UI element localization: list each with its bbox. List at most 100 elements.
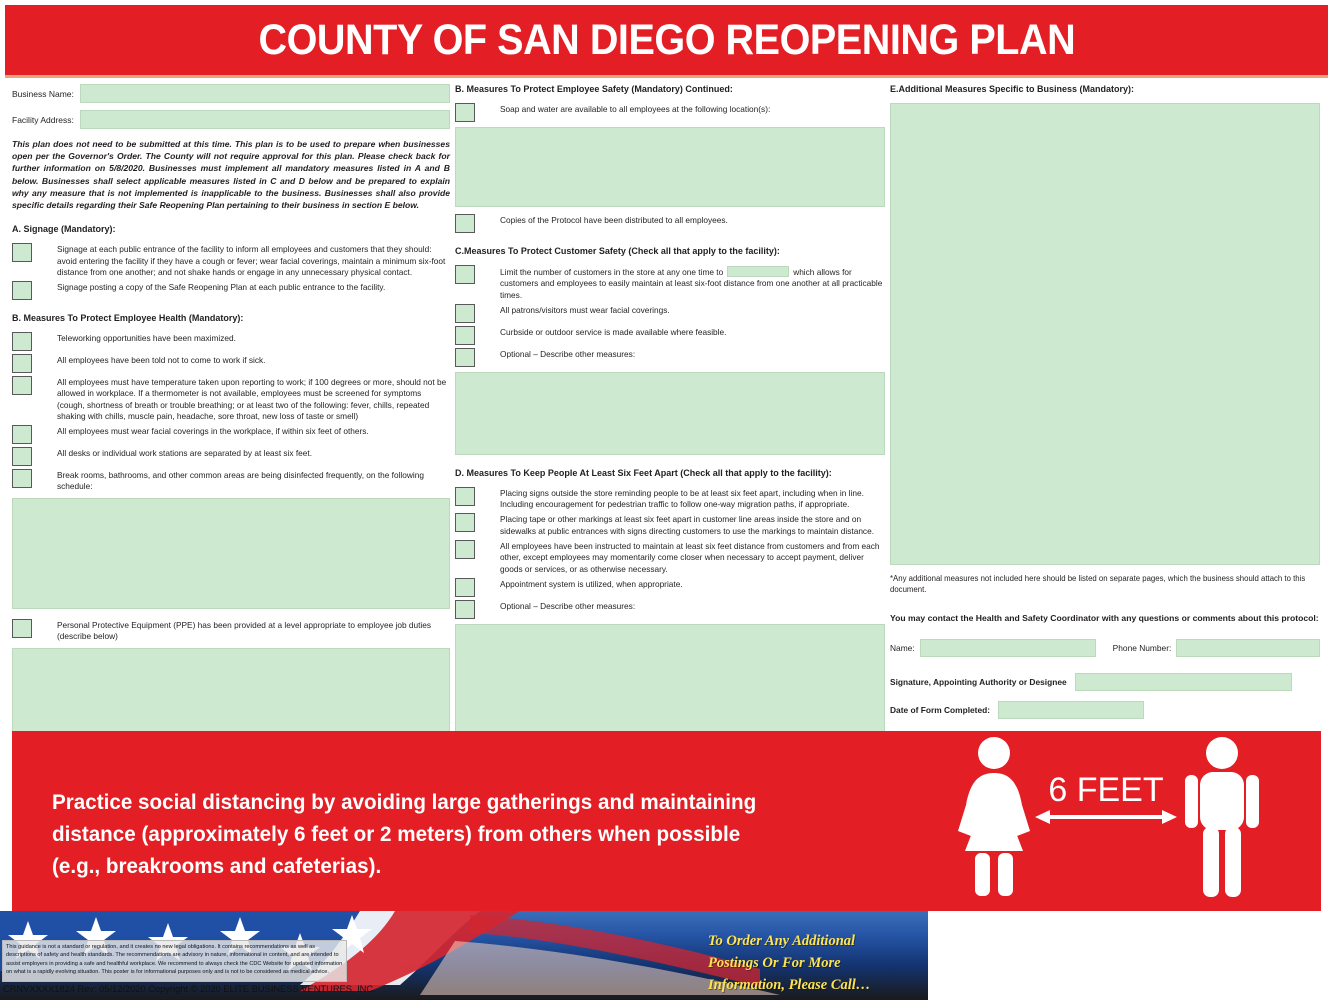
contact-name-input[interactable] [919,638,1096,657]
section-d-item-label: All employees have been instructed to ma… [500,540,880,574]
section-d-item: Optional – Describe other measures: [455,599,885,619]
page-title: COUNTY OF SAN DIEGO REOPENING PLAN [258,15,1075,64]
social-distancing-message: Practice social distancing by avoiding l… [52,790,757,878]
distance-arrow-icon [1035,810,1177,824]
section-c-title: C.Measures To Protect Customer Safety (C… [455,246,780,256]
checkbox-d3[interactable] [455,539,475,559]
section-c-other-input[interactable] [455,371,885,455]
facility-address-label: Facility Address: [12,114,74,125]
contact-phone-input[interactable] [1176,638,1320,657]
section-e-footnote: *Any additional measures not included he… [890,574,1306,594]
order-line-1: To Order Any Additional [708,933,856,949]
soap-item: Soap and water are available to all empl… [455,103,885,122]
protocol-item-label: Copies of the Protocol have been distrib… [500,215,728,225]
date-row: Date of Form Completed: [890,700,1320,719]
checkbox-c2[interactable] [455,303,475,323]
distancing-illustration: 6 FEET [942,731,1282,911]
section-c-item-label: Curbside or outdoor service is made avai… [500,326,727,337]
ppe-item-label: Personal Protective Equipment (PPE) has … [57,619,432,642]
checkbox-b5[interactable] [12,447,32,467]
soap-location-input[interactable] [455,127,885,207]
checkbox-d5[interactable] [455,599,475,619]
checkbox-c3[interactable] [455,325,475,345]
date-input[interactable] [998,700,1145,719]
protocol-item: Copies of the Protocol have been distrib… [455,214,885,233]
section-b-item-label: Teleworking opportunities have been maxi… [57,333,236,344]
order-line-2: Postings Or For More [708,954,841,971]
checkbox-c4[interactable] [455,347,475,367]
checkbox-soap[interactable] [455,103,475,122]
section-c-item: Curbside or outdoor service is made avai… [455,325,885,345]
section-c-item-label: Optional – Describe other measures: [500,348,636,359]
signature-input[interactable] [1074,672,1292,691]
section-d-item: Appointment system is utilized, when app… [455,577,885,597]
section-d-item-label: Placing tape or other markings at least … [500,514,875,536]
flag-background: This guidance is not a standard or regul… [0,911,928,1000]
distance-label: 6 FEET [1048,771,1163,809]
section-b-cont-title: B. Measures To Protect Employee Safety (… [455,84,733,94]
contact-name-row: Name: Phone Number: [890,638,1320,657]
section-e-input[interactable] [890,103,1320,565]
disclaimer-text: This guidance is not a standard or regul… [2,940,347,982]
poster-header: COUNTY OF SAN DIEGO REOPENING PLAN [5,5,1328,78]
ppe-item: Personal Protective Equipment (PPE) has … [12,618,450,643]
column-left: Business Name: Facility Address: This pl… [12,84,450,790]
section-c-item: Optional – Describe other measures: [455,347,885,367]
signature-row: Signature, Appointing Authority or Desig… [890,672,1320,691]
checkbox-b1[interactable] [12,332,32,352]
checkbox-b6[interactable] [12,469,32,489]
section-a-item-label: Signage at each public entrance of the f… [57,244,446,277]
checkbox-c1[interactable] [455,265,475,284]
column-middle: B. Measures To Protect Employee Safety (… [455,84,885,759]
section-d-item: Placing tape or other markings at least … [455,513,885,537]
section-b-title: B. Measures To Protect Employee Health (… [12,313,244,324]
limit-customers-item: Limit the number of customers in the sto… [455,265,885,301]
section-b-item: All desks or individual work stations ar… [12,447,450,467]
female-figure-icon [958,737,1030,896]
facility-address-input[interactable] [79,110,450,129]
section-b-item: Teleworking opportunities have been maxi… [12,332,450,352]
section-d-item: Placing signs outside the store remindin… [455,486,885,511]
order-info-text: To Order Any Additional Postings Or For … [708,931,870,996]
contact-heading: You may contact the Health and Safety Co… [890,612,1319,623]
checkbox-b3[interactable] [12,376,32,396]
checkbox-d4[interactable] [455,577,475,597]
section-b-item: Break rooms, bathrooms, and other common… [12,469,450,493]
order-line-3: Information, Please Call… [708,976,871,993]
checkbox-b2[interactable] [12,354,32,374]
section-b-item-label: All employees have been told not to come… [57,355,266,366]
checkbox-d2[interactable] [455,513,475,533]
section-d-title: D. Measures To Keep People At Least Six … [455,467,832,478]
checkbox-ppe[interactable] [12,618,32,638]
form-area: Business Name: Facility Address: This pl… [0,84,1333,790]
section-d-item: All employees have been instructed to ma… [455,539,885,575]
checkbox-a2[interactable] [12,281,32,301]
disinfection-schedule-input[interactable] [12,497,450,609]
section-b-item: All employees must have temperature take… [12,376,450,422]
section-d-item-label: Placing signs outside the store remindin… [500,487,864,510]
section-a-item: Signage at each public entrance of the f… [12,243,450,278]
signature-label: Signature, Appointing Authority or Desig… [890,676,1067,687]
checkbox-d1[interactable] [455,486,475,506]
soap-item-label: Soap and water are available to all empl… [500,104,771,114]
section-a-title: A. Signage (Mandatory): [12,224,116,235]
section-b-item-label: All employees must wear facial coverings… [57,426,369,437]
business-name-input[interactable] [79,84,450,103]
date-label: Date of Form Completed: [890,704,991,715]
column-right: E.Additional Measures Specific to Busine… [890,84,1320,719]
business-name-label: Business Name: [12,88,74,99]
section-c-item: All patrons/visitors must wear facial co… [455,303,885,323]
limit-text-after: which allows for customers and employees… [500,267,883,300]
social-distancing-banner: Practice social distancing by avoiding l… [12,731,1321,911]
section-b-item: All employees must wear facial coverings… [12,425,450,445]
limit-customers-label: Limit the number of customers in the sto… [500,265,885,301]
intro-paragraph: This plan does not need to be submitted … [12,139,450,211]
checkbox-b4[interactable] [12,425,32,445]
section-d-item-label: Optional – Describe other measures: [500,600,636,611]
contact-phone-label: Phone Number: [1112,642,1172,653]
customer-limit-input[interactable] [727,266,790,277]
checkbox-protocol[interactable] [455,214,475,233]
male-figure-icon [1185,737,1259,897]
checkbox-a1[interactable] [12,243,32,263]
